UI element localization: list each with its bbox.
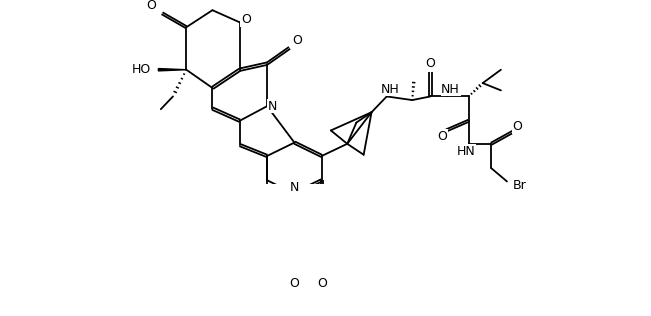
- Polygon shape: [158, 69, 186, 71]
- Text: N: N: [268, 100, 277, 113]
- Text: O: O: [146, 0, 156, 12]
- Text: O: O: [241, 13, 251, 26]
- Text: O: O: [437, 130, 447, 143]
- Text: N: N: [290, 181, 299, 194]
- Text: O: O: [290, 277, 299, 290]
- Text: NH: NH: [380, 83, 399, 96]
- Text: O: O: [317, 277, 327, 290]
- Text: NH: NH: [441, 83, 460, 96]
- Text: O: O: [512, 120, 522, 133]
- Text: HN: HN: [456, 145, 475, 158]
- Text: HO: HO: [132, 63, 150, 76]
- Text: O: O: [426, 57, 436, 70]
- Text: O: O: [292, 34, 302, 47]
- Text: Br: Br: [512, 179, 526, 191]
